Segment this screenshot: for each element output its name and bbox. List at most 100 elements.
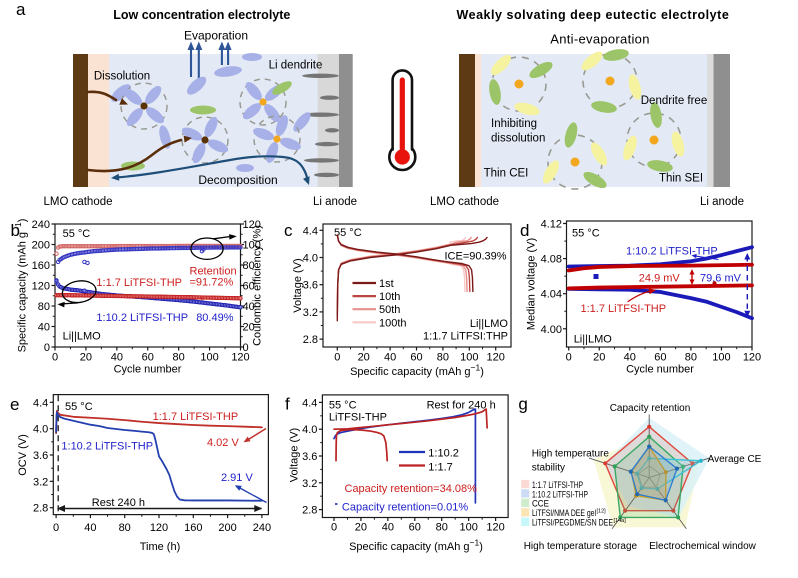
svg-text:200: 200	[32, 240, 50, 252]
svg-text:60: 60	[410, 352, 422, 364]
svg-text:d: d	[520, 221, 529, 240]
svg-text:100: 100	[460, 352, 478, 364]
svg-text:Li||LMO: Li||LMO	[470, 318, 509, 330]
svg-text:100: 100	[200, 352, 218, 364]
svg-text:a: a	[16, 0, 26, 19]
svg-text:4.0: 4.0	[303, 253, 318, 265]
svg-text:40: 40	[384, 352, 396, 364]
svg-text:g: g	[518, 395, 527, 414]
svg-text:40: 40	[243, 301, 255, 313]
svg-text:LiTFSI-THP: LiTFSI-THP	[329, 412, 387, 424]
svg-text:Li dendrite: Li dendrite	[269, 60, 323, 72]
svg-text:dissolution: dissolution	[491, 133, 545, 145]
svg-text:Time (h): Time (h)	[140, 541, 181, 553]
svg-text:[12]: [12]	[597, 509, 607, 515]
svg-text:60: 60	[409, 522, 421, 534]
svg-text:LiTFSI/NMA DEE gel: LiTFSI/NMA DEE gel	[532, 508, 596, 518]
svg-text:e: e	[10, 395, 19, 414]
svg-text:4.4: 4.4	[302, 397, 317, 409]
svg-text:4.02 V: 4.02 V	[207, 437, 239, 449]
svg-text:240: 240	[253, 522, 271, 534]
svg-text:4.4: 4.4	[33, 397, 48, 409]
svg-text:2.8: 2.8	[303, 334, 318, 346]
svg-text:Retention: Retention	[190, 266, 237, 278]
svg-text:4.0: 4.0	[33, 424, 48, 436]
svg-text:OCV (V): OCV (V)	[17, 434, 29, 476]
svg-text:Evaporation: Evaporation	[184, 29, 248, 43]
svg-text:Capacity retention=34.08%: Capacity retention=34.08%	[345, 483, 478, 495]
svg-text:20: 20	[243, 322, 255, 334]
svg-text:High temperature storage: High temperature storage	[524, 541, 638, 552]
svg-text:Li||LMO: Li||LMO	[63, 331, 102, 343]
svg-text:80: 80	[437, 352, 449, 364]
svg-text:Li anode: Li anode	[700, 196, 744, 208]
svg-text:Low concentration electrolyte: Low concentration electrolyte	[113, 8, 290, 22]
svg-text:1:1.7 LiTFSI-THP: 1:1.7 LiTFSI-THP	[532, 480, 583, 490]
svg-text:Median voltage (V): Median voltage (V)	[526, 238, 538, 330]
svg-text:Thin SEI: Thin SEI	[659, 173, 703, 185]
svg-text:80: 80	[685, 352, 697, 364]
svg-text:Anti-evaporation: Anti-evaporation	[550, 32, 649, 47]
svg-text:LMO cathode: LMO cathode	[430, 196, 499, 208]
svg-text:Voltage (V): Voltage (V)	[289, 428, 301, 482]
svg-text:Specific capacity (mAh g−1): Specific capacity (mAh g−1)	[13, 219, 29, 353]
svg-text:Voltage (V): Voltage (V)	[292, 258, 304, 312]
svg-text:80: 80	[38, 301, 50, 313]
svg-text:79.6 mV: 79.6 mV	[700, 273, 742, 285]
svg-text:160: 160	[184, 522, 202, 534]
svg-text:0: 0	[331, 522, 337, 534]
svg-text:240: 240	[32, 219, 50, 231]
svg-text:50th: 50th	[379, 304, 400, 316]
svg-text:1:1.7: 1:1.7	[428, 462, 452, 474]
svg-text:10th: 10th	[379, 291, 400, 303]
svg-text:LiTFSI/PEGDME/SN DEE: LiTFSI/PEGDME/SN DEE	[532, 518, 613, 528]
svg-text:40: 40	[382, 522, 394, 534]
svg-text:3.2: 3.2	[302, 478, 317, 490]
svg-text:0: 0	[44, 342, 50, 354]
svg-text:2.8: 2.8	[302, 505, 317, 517]
svg-text:60: 60	[654, 352, 666, 364]
svg-text:Electrochemical window: Electrochemical window	[649, 541, 756, 552]
svg-text:80: 80	[436, 522, 448, 534]
svg-text:Rest 240 h: Rest 240 h	[92, 497, 145, 509]
svg-text:1:1.7 LiTFSI:THP: 1:1.7 LiTFSI:THP	[423, 331, 508, 343]
svg-text:b: b	[11, 221, 20, 240]
svg-text:Li||LMO: Li||LMO	[574, 334, 613, 346]
svg-text:High temperature: High temperature	[532, 449, 610, 460]
svg-text:2.8: 2.8	[33, 503, 48, 515]
svg-text:120: 120	[743, 352, 761, 364]
svg-text:2.91 V: 2.91 V	[221, 472, 253, 484]
svg-text:40: 40	[84, 522, 96, 534]
svg-text:Cycle number: Cycle number	[626, 364, 694, 376]
svg-text:4.04: 4.04	[541, 289, 562, 301]
svg-text:3.2: 3.2	[33, 476, 48, 488]
svg-text:24.9 mV: 24.9 mV	[639, 273, 681, 285]
svg-text:200: 200	[218, 522, 236, 534]
svg-text:4.0: 4.0	[302, 424, 317, 436]
svg-text:3.6: 3.6	[302, 451, 317, 463]
svg-text:55 °C: 55 °C	[65, 401, 93, 413]
svg-text:Dissolution: Dissolution	[94, 71, 150, 83]
svg-text:120: 120	[486, 522, 504, 534]
svg-text:c: c	[284, 221, 293, 240]
svg-text:Weakly solvating deep eutectic: Weakly solvating deep eutectic electroly…	[456, 8, 729, 22]
svg-text:100: 100	[712, 352, 730, 364]
svg-text:4.4: 4.4	[303, 225, 318, 237]
svg-text:55 °C: 55 °C	[572, 228, 600, 240]
svg-text:Coulombic efficiency (%): Coulombic efficiency (%)	[252, 225, 264, 346]
svg-text:0: 0	[243, 342, 249, 354]
svg-text:20: 20	[358, 352, 370, 364]
svg-text:1:10.2 LiTFSI-THP: 1:10.2 LiTFSI-THP	[532, 489, 588, 499]
svg-text:80: 80	[173, 352, 185, 364]
svg-text:0: 0	[566, 352, 572, 364]
svg-text:1st: 1st	[379, 278, 394, 290]
svg-text:stability: stability	[532, 463, 565, 474]
svg-text:55 °C: 55 °C	[334, 227, 362, 239]
svg-text:120: 120	[487, 352, 505, 364]
svg-text:100th: 100th	[379, 317, 407, 329]
svg-text:Rest for 240 h: Rest for 240 h	[427, 400, 496, 412]
svg-text:4.08: 4.08	[541, 254, 562, 266]
svg-text:Decomposition: Decomposition	[198, 173, 277, 187]
svg-text:60: 60	[243, 281, 255, 293]
svg-text:CCE: CCE	[532, 499, 549, 509]
